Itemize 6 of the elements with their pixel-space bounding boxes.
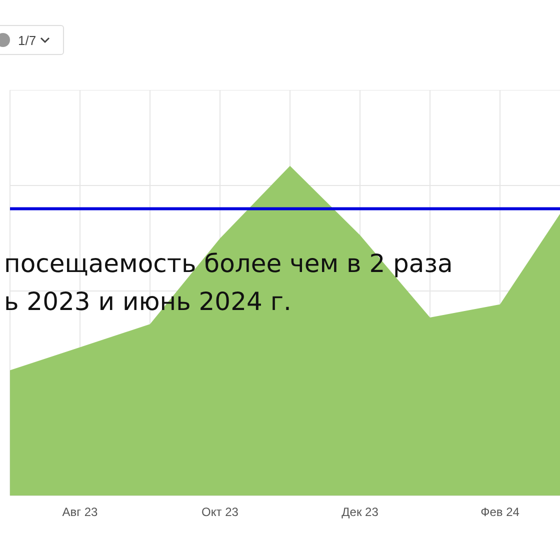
annotation: посещаемость более чем в 2 раза [4, 248, 453, 280]
x-tick-label: Фев 24 [480, 505, 520, 520]
x-tick-label: Дек 23 [342, 505, 379, 520]
x-tick-label: Авг 23 [62, 505, 98, 520]
x-tick-label: Окт 23 [202, 505, 239, 520]
text: 1/7 [18, 32, 36, 48]
